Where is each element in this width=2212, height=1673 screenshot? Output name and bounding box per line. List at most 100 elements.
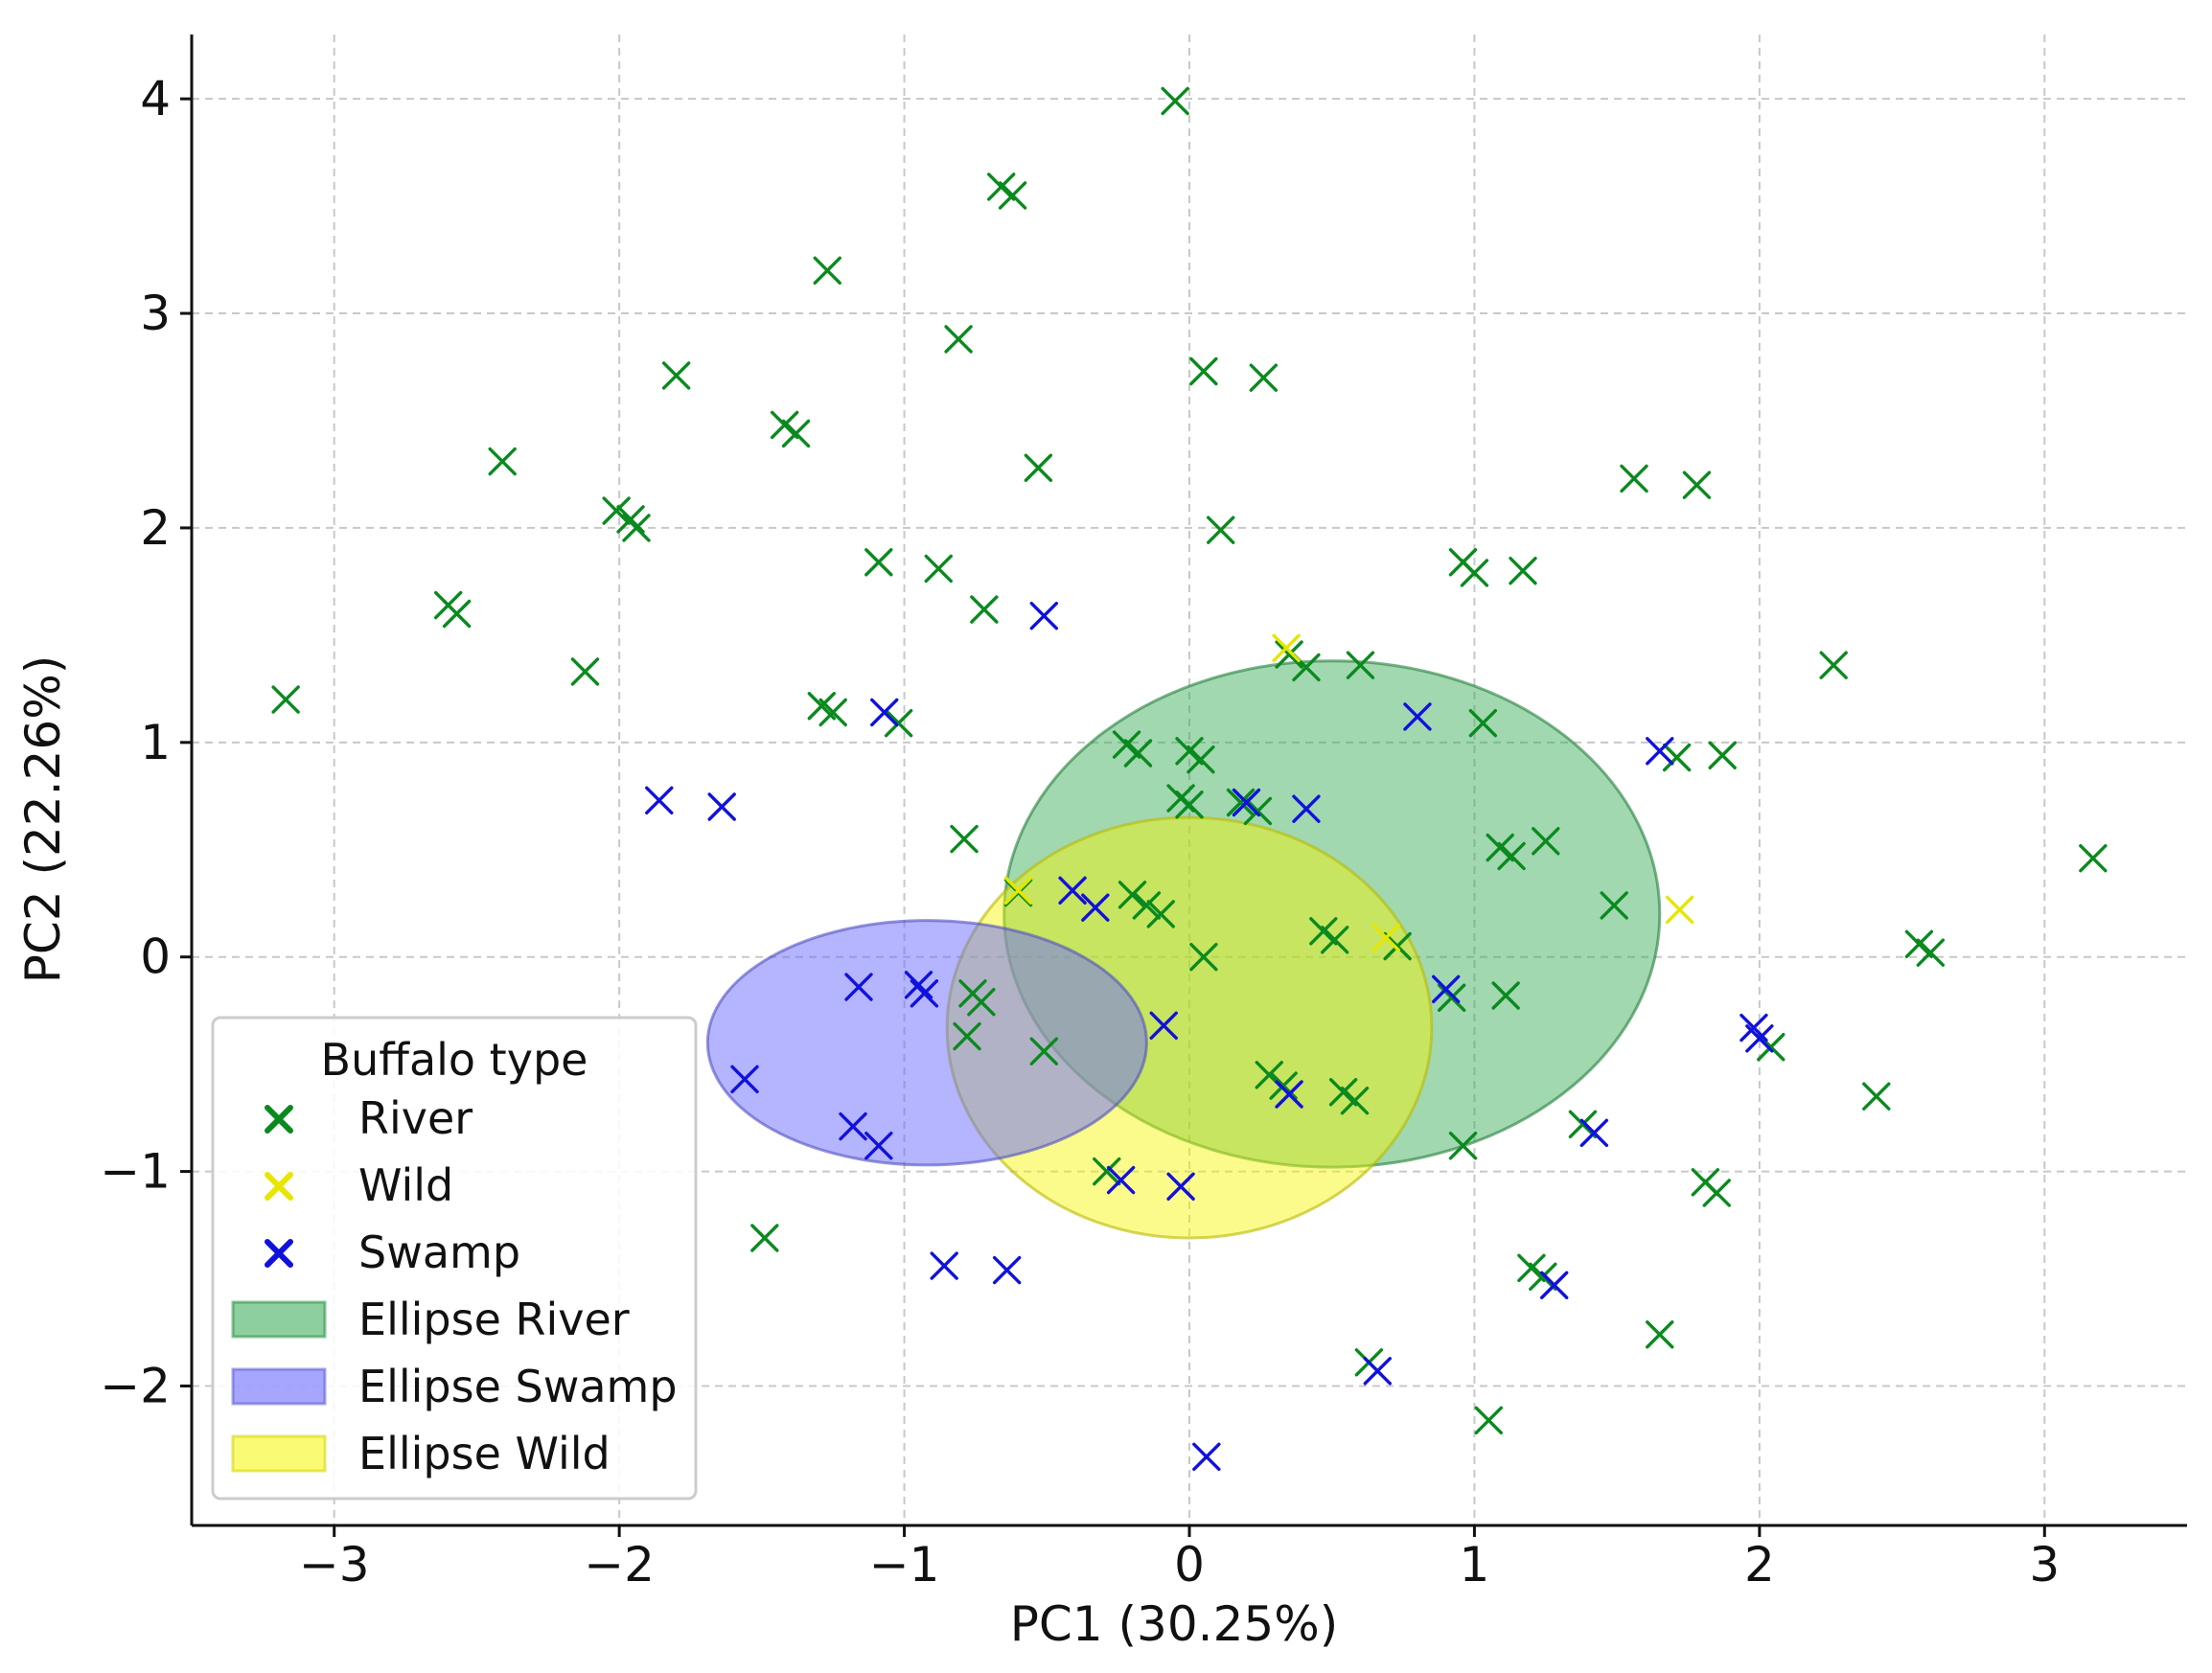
marker-stroke <box>1272 633 1301 663</box>
marker-stroke <box>864 1132 893 1160</box>
point-swamp <box>1232 788 1261 817</box>
point-river <box>1123 739 1153 768</box>
marker-stroke <box>1346 651 1375 679</box>
point-river <box>1226 788 1256 817</box>
marker-stroke <box>970 595 999 624</box>
points-layer <box>271 86 2108 1472</box>
legend-label-swamp: Swamp <box>358 1226 520 1278</box>
marker-stroke <box>1819 651 1848 679</box>
point-river <box>953 1021 981 1051</box>
marker-stroke <box>1166 1172 1195 1201</box>
point-river <box>998 181 1027 210</box>
marker-stroke <box>1662 743 1692 772</box>
marker-stroke <box>1497 841 1526 871</box>
point-river <box>1620 464 1648 493</box>
marker-stroke <box>1024 453 1053 482</box>
point-river <box>750 1224 779 1252</box>
marker-stroke <box>730 1065 759 1094</box>
marker-stroke <box>967 988 996 1017</box>
marker-stroke <box>1081 893 1110 922</box>
legend-label-ellipse-wild: Ellipse Wild <box>358 1428 611 1479</box>
point-swamp <box>1292 794 1321 823</box>
point-river <box>1024 453 1053 482</box>
marker-stroke <box>870 698 899 727</box>
point-swamp <box>1579 1118 1609 1147</box>
point-river <box>616 505 645 534</box>
point-river <box>1112 730 1141 759</box>
point-swamp <box>870 698 899 727</box>
point-wild <box>1272 633 1301 663</box>
grid-layer <box>192 34 2187 1525</box>
marker-stroke <box>1146 900 1175 928</box>
marker-stroke <box>910 979 939 1008</box>
point-river <box>1702 1179 1731 1207</box>
marker-stroke <box>1363 1357 1393 1386</box>
point-river <box>1517 1253 1546 1283</box>
marker-stroke <box>1175 737 1204 766</box>
legend-swatch-ellipse-swamp <box>231 1367 327 1406</box>
point-river <box>950 824 979 854</box>
y-tick-label: 3 <box>140 286 171 341</box>
point-swamp <box>930 1251 958 1280</box>
marker-stroke <box>1474 1406 1504 1434</box>
legend-marker-wild <box>265 1172 293 1201</box>
point-river <box>1904 929 1934 958</box>
legend-swatch-ellipse-river <box>231 1300 327 1339</box>
point-river <box>1093 1157 1121 1186</box>
point-river <box>1646 1320 1674 1349</box>
marker-stroke <box>1187 745 1215 774</box>
marker-stroke <box>1468 708 1498 738</box>
marker-stroke <box>1529 1262 1557 1291</box>
marker-stroke <box>930 1251 958 1280</box>
point-river <box>1600 891 1628 920</box>
point-swamp <box>1149 1011 1178 1041</box>
marker-stroke <box>1708 741 1737 769</box>
point-swamp <box>1058 876 1087 905</box>
point-swamp <box>1192 1442 1221 1472</box>
marker-stroke <box>622 514 651 542</box>
marker-stroke <box>998 181 1027 210</box>
x-tick-label: 1 <box>1460 1537 1490 1593</box>
legend-swatch-ellipse-wild <box>231 1434 327 1473</box>
point-river <box>864 548 893 577</box>
point-river <box>488 447 517 476</box>
marker-stroke <box>807 692 837 721</box>
marker-stroke <box>818 698 847 727</box>
ellipse-layer <box>705 659 1662 1240</box>
point-river <box>1383 931 1412 961</box>
point-swamp <box>904 971 933 999</box>
marker-stroke <box>265 1172 293 1201</box>
marker-stroke <box>839 1112 867 1141</box>
marker-stroke <box>1275 1080 1303 1109</box>
marker-stroke <box>1003 876 1033 905</box>
point-river <box>1207 516 1235 544</box>
point-river <box>1509 557 1537 585</box>
point-river <box>967 988 996 1017</box>
x-axis-label: PC1 (30.25%) <box>1010 1596 1338 1652</box>
point-wild <box>1665 895 1694 925</box>
marker-stroke <box>488 447 517 476</box>
marker-stroke <box>1904 929 1934 958</box>
marker-stroke <box>1431 974 1461 1003</box>
point-river <box>1320 926 1349 954</box>
y-tick-label: 0 <box>140 929 171 985</box>
point-river <box>570 657 600 686</box>
marker-stroke <box>1383 931 1412 961</box>
marker-stroke <box>884 708 913 738</box>
point-river <box>1468 708 1498 738</box>
point-river <box>1175 737 1204 766</box>
point-swamp <box>1646 737 1674 766</box>
point-river <box>1029 1037 1059 1066</box>
marker-stroke <box>864 548 893 577</box>
point-swamp <box>1275 1080 1303 1109</box>
marker-stroke <box>1646 1320 1674 1349</box>
marker-stroke <box>1192 1442 1221 1472</box>
marker-stroke <box>570 657 600 686</box>
point-river <box>1916 938 1946 967</box>
marker-stroke <box>1189 356 1218 386</box>
point-river <box>1161 86 1189 116</box>
point-river <box>1862 1082 1891 1111</box>
marker-stroke <box>1460 559 1489 587</box>
marker-stroke <box>1532 827 1560 856</box>
point-river <box>813 256 841 285</box>
